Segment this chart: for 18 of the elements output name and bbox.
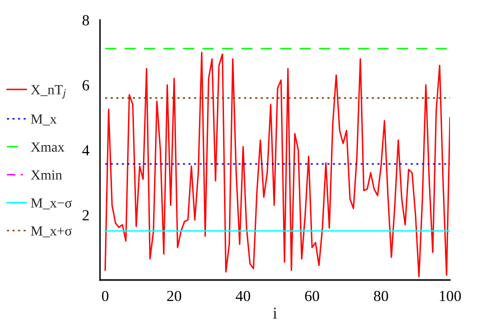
x-tick-label: 80 [374,290,388,302]
x-tick-label: 40 [236,290,250,302]
legend-label: X_nT$_{j}$ [30,85,66,99]
line-series [104,52,450,278]
x-tick-label: 20 [167,290,182,302]
legend-label: M_x−σ [30,198,72,210]
legend-label: Xmin [30,170,62,180]
x-axis-title: i [273,308,277,319]
x-tick-label: 0 [102,290,108,302]
y-tick-label: 2 [82,210,89,220]
x-tick-label: 100 [440,290,461,302]
x-tick-label: 60 [305,290,320,302]
legend-label: Xmax [30,142,64,152]
y-tick-label: 4 [82,145,90,156]
legend-label: M_x [30,114,57,126]
y-tick-label: 8 [82,15,89,26]
legend-label: M_x+σ [30,226,72,238]
y-tick-label: 6 [82,80,90,90]
